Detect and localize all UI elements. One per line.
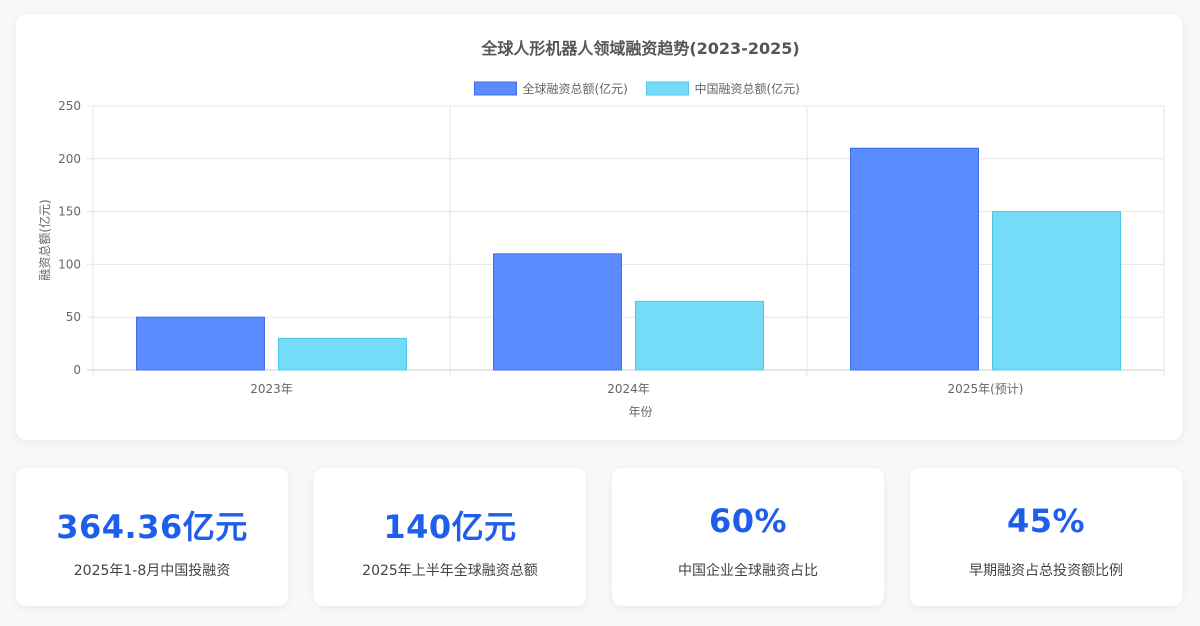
legend-swatch-0 (474, 81, 517, 96)
bar-global-1 (493, 253, 622, 371)
stat-card-china-funding: 364.36亿元 2025年1-8月中国投融资 (16, 468, 288, 606)
legend-swatch-1 (646, 81, 689, 96)
y-tick-label: 150 (58, 205, 81, 219)
y-tick-label: 0 (73, 363, 81, 377)
y-axis-title: 融资总额(亿元) (37, 199, 52, 280)
y-tick-label: 50 (66, 310, 81, 324)
stat-value: 140亿元 (383, 508, 517, 546)
funding-bar-chart: 全球人形机器人领域融资趋势(2023-2025) 全球融资总额(亿元) 中国融资总额… (37, 39, 1165, 419)
x-tick-label: 2024年 (607, 382, 650, 396)
chart-title: 全球人形机器人领域融资趋势(2023-2025) (480, 39, 799, 58)
y-tick-label: 200 (58, 152, 81, 166)
stat-card-china-share: 60% 中国企业全球融资占比 (612, 468, 884, 606)
x-tick-label: 2025年(预计) (948, 382, 1024, 396)
stat-value: 45% (1006, 502, 1086, 540)
stat-label: 2025年上半年全球融资总额 (362, 563, 538, 579)
bar-china-1 (635, 300, 764, 371)
legend-label-1: 中国融资总额(亿元) (695, 81, 800, 96)
stat-value: 364.36亿元 (56, 508, 248, 546)
x-tick-label: 2023年 (250, 382, 293, 396)
bar-global-0 (136, 316, 265, 371)
stat-label: 2025年1-8月中国投融资 (73, 563, 231, 579)
bar-china-0 (278, 337, 407, 371)
chart-card: 全球人形机器人领域融资趋势(2023-2025) 全球融资总额(亿元) 中国融资总额… (16, 14, 1182, 440)
y-tick-label: 250 (58, 99, 81, 113)
stat-card-global-h1: 140亿元 2025年上半年全球融资总额 (314, 468, 586, 606)
legend-label-0: 全球融资总额(亿元) (523, 81, 628, 96)
stat-card-early-stage: 45% 早期融资占总投资额比例 (910, 468, 1182, 606)
bar-global-2 (850, 147, 979, 371)
stat-label: 早期融资占总投资额比例 (969, 563, 1123, 579)
stat-value: 60% (708, 502, 788, 540)
x-axis-title: 年份 (628, 405, 652, 419)
stat-label: 中国企业全球融资占比 (678, 563, 818, 579)
y-tick-label: 100 (58, 257, 81, 271)
bar-china-2 (992, 211, 1121, 371)
